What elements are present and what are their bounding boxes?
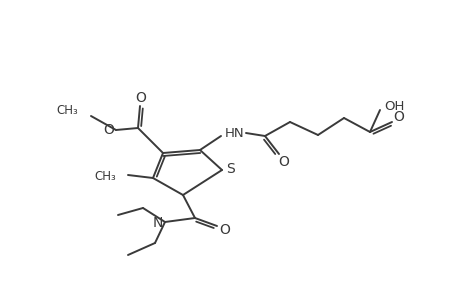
Text: HN: HN [225, 127, 244, 140]
Text: O: O [393, 110, 403, 124]
Text: OH: OH [383, 100, 403, 112]
Text: S: S [226, 162, 235, 176]
Text: O: O [278, 155, 289, 169]
Text: O: O [219, 223, 230, 237]
Text: CH₃: CH₃ [94, 170, 116, 184]
Text: O: O [103, 123, 114, 137]
Text: N: N [152, 216, 163, 230]
Text: CH₃: CH₃ [56, 103, 78, 116]
Text: O: O [135, 91, 146, 105]
